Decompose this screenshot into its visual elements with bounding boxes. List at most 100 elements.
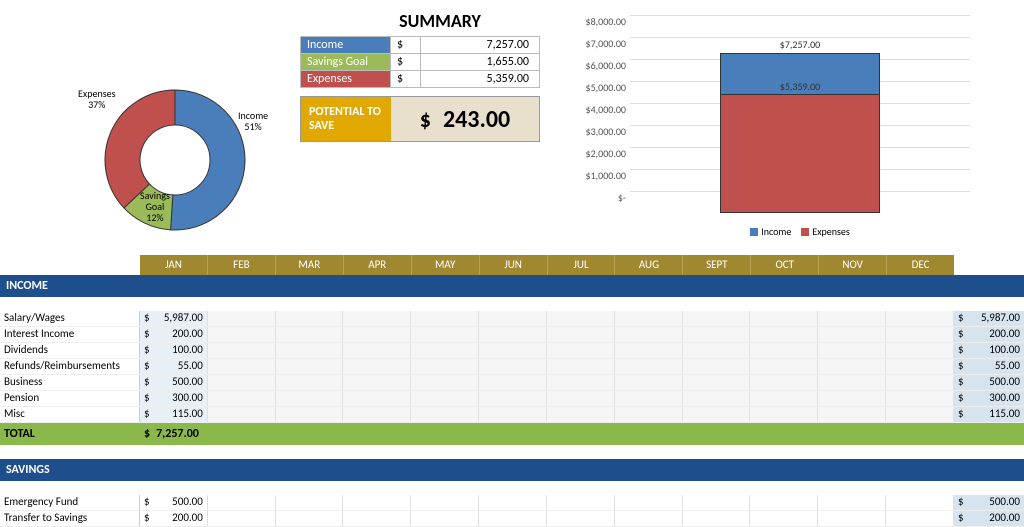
cell-empty[interactable] <box>479 359 547 374</box>
cell-empty[interactable] <box>683 327 751 342</box>
cell-empty[interactable] <box>343 391 411 406</box>
month-header-cell[interactable]: JUN <box>480 255 548 275</box>
month-header-cell[interactable]: JUL <box>548 255 616 275</box>
cell-jan[interactable]: $500.00 <box>140 495 208 510</box>
cell-empty[interactable] <box>208 327 276 342</box>
cell-empty[interactable] <box>547 391 615 406</box>
cell-empty[interactable] <box>818 511 886 526</box>
cell-empty[interactable] <box>615 511 683 526</box>
cell-jan[interactable]: $5,987.00 <box>140 311 208 326</box>
cell-empty[interactable] <box>343 407 411 422</box>
cell-empty[interactable] <box>343 343 411 358</box>
month-header-cell[interactable]: MAR <box>276 255 344 275</box>
cell-empty[interactable] <box>208 375 276 390</box>
cell-empty[interactable] <box>479 495 547 510</box>
cell-empty[interactable] <box>818 327 886 342</box>
cell-empty[interactable] <box>818 359 886 374</box>
cell-empty[interactable] <box>343 511 411 526</box>
cell-empty[interactable] <box>886 311 954 326</box>
cell-empty[interactable] <box>208 407 276 422</box>
cell-jan[interactable]: $55.00 <box>140 359 208 374</box>
cell-empty[interactable] <box>615 375 683 390</box>
cell-empty[interactable] <box>479 375 547 390</box>
cell-empty[interactable] <box>411 359 479 374</box>
cell-empty[interactable] <box>411 327 479 342</box>
cell-empty[interactable] <box>343 495 411 510</box>
cell-empty[interactable] <box>886 327 954 342</box>
cell-empty[interactable] <box>818 495 886 510</box>
cell-empty[interactable] <box>683 343 751 358</box>
cell-empty[interactable] <box>615 407 683 422</box>
cell-empty[interactable] <box>343 311 411 326</box>
cell-empty[interactable] <box>547 407 615 422</box>
cell-empty[interactable] <box>547 359 615 374</box>
cell-empty[interactable] <box>276 343 344 358</box>
month-header-cell[interactable]: SEPT <box>683 255 751 275</box>
cell-empty[interactable] <box>411 495 479 510</box>
cell-empty[interactable] <box>547 343 615 358</box>
cell-empty[interactable] <box>886 511 954 526</box>
cell-empty[interactable] <box>479 391 547 406</box>
cell-empty[interactable] <box>818 311 886 326</box>
cell-empty[interactable] <box>479 311 547 326</box>
cell-empty[interactable] <box>683 511 751 526</box>
cell-empty[interactable] <box>411 407 479 422</box>
cell-empty[interactable] <box>479 327 547 342</box>
cell-empty[interactable] <box>886 495 954 510</box>
cell-empty[interactable] <box>886 391 954 406</box>
cell-empty[interactable] <box>683 359 751 374</box>
cell-empty[interactable] <box>683 375 751 390</box>
cell-empty[interactable] <box>750 375 818 390</box>
cell-empty[interactable] <box>615 343 683 358</box>
cell-empty[interactable] <box>547 495 615 510</box>
cell-empty[interactable] <box>276 495 344 510</box>
cell-empty[interactable] <box>479 343 547 358</box>
month-header-cell[interactable]: OCT <box>751 255 819 275</box>
cell-empty[interactable] <box>750 511 818 526</box>
month-header-cell[interactable]: DEC <box>887 255 954 275</box>
cell-empty[interactable] <box>343 359 411 374</box>
cell-empty[interactable] <box>818 407 886 422</box>
cell-empty[interactable] <box>886 359 954 374</box>
cell-empty[interactable] <box>750 343 818 358</box>
month-header-cell[interactable]: MAY <box>412 255 480 275</box>
cell-empty[interactable] <box>276 311 344 326</box>
cell-empty[interactable] <box>343 327 411 342</box>
cell-empty[interactable] <box>683 495 751 510</box>
cell-empty[interactable] <box>208 391 276 406</box>
cell-empty[interactable] <box>547 511 615 526</box>
cell-empty[interactable] <box>750 359 818 374</box>
cell-empty[interactable] <box>276 407 344 422</box>
cell-empty[interactable] <box>411 311 479 326</box>
cell-empty[interactable] <box>411 511 479 526</box>
cell-empty[interactable] <box>818 343 886 358</box>
cell-empty[interactable] <box>276 391 344 406</box>
cell-empty[interactable] <box>615 359 683 374</box>
cell-empty[interactable] <box>411 391 479 406</box>
cell-empty[interactable] <box>818 375 886 390</box>
month-header-cell[interactable]: AUG <box>615 255 683 275</box>
cell-empty[interactable] <box>683 407 751 422</box>
cell-empty[interactable] <box>547 375 615 390</box>
cell-empty[interactable] <box>276 327 344 342</box>
cell-empty[interactable] <box>276 375 344 390</box>
cell-empty[interactable] <box>615 391 683 406</box>
cell-empty[interactable] <box>818 391 886 406</box>
cell-jan[interactable]: $500.00 <box>140 375 208 390</box>
cell-jan[interactable]: $115.00 <box>140 407 208 422</box>
cell-empty[interactable] <box>750 311 818 326</box>
cell-empty[interactable] <box>343 375 411 390</box>
cell-empty[interactable] <box>411 343 479 358</box>
cell-empty[interactable] <box>750 327 818 342</box>
cell-empty[interactable] <box>411 375 479 390</box>
cell-jan[interactable]: $100.00 <box>140 343 208 358</box>
cell-jan[interactable]: $300.00 <box>140 391 208 406</box>
cell-empty[interactable] <box>479 511 547 526</box>
cell-empty[interactable] <box>479 407 547 422</box>
cell-jan[interactable]: $200.00 <box>140 511 208 526</box>
cell-empty[interactable] <box>683 391 751 406</box>
cell-empty[interactable] <box>886 407 954 422</box>
cell-empty[interactable] <box>547 327 615 342</box>
cell-empty[interactable] <box>615 311 683 326</box>
cell-empty[interactable] <box>750 391 818 406</box>
